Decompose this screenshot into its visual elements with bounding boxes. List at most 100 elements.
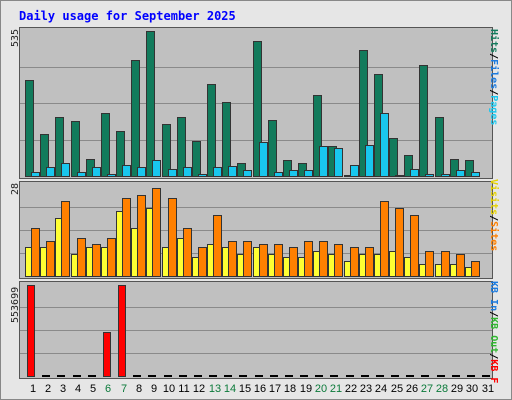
bar-hits-day-12 [192, 141, 201, 177]
bar-kb-f-day-16 [255, 375, 263, 377]
gridline [20, 307, 492, 308]
bar-hits-day-3 [55, 117, 64, 177]
bar-sites-day-29 [456, 254, 465, 277]
bar-sites-day-1 [31, 228, 40, 277]
x-tick-label-25: 25 [390, 383, 404, 395]
bar-kb-f-day-2 [42, 375, 50, 377]
bar-sites-day-7 [122, 198, 131, 277]
bar-kb-f-day-23 [361, 375, 369, 377]
legend-kb-in: KB In [488, 281, 499, 312]
bar-files-day-10 [168, 169, 177, 177]
x-tick-label-16: 16 [253, 383, 267, 395]
gridline [20, 353, 492, 354]
bar-files-day-16 [259, 142, 268, 177]
bar-kb-f-day-31 [482, 375, 490, 377]
bar-sites-day-25 [395, 208, 404, 277]
bar-kb-f-day-24 [376, 375, 384, 377]
x-tick-label-17: 17 [268, 383, 282, 395]
bar-hits-day-9 [146, 31, 155, 177]
x-tick-label-21: 21 [329, 383, 343, 395]
bar-kb-f-day-21 [330, 375, 338, 377]
bar-files-day-23 [365, 145, 374, 177]
bar-hits-day-23 [359, 50, 368, 177]
bar-hits-day-17 [268, 120, 277, 177]
x-tick-label-7: 7 [120, 383, 128, 395]
bar-files-day-29 [456, 170, 465, 177]
bar-files-day-15 [243, 170, 252, 177]
bar-kb-f-day-11 [179, 375, 187, 377]
bar-sites-day-26 [410, 215, 419, 277]
legend-visits: Visits [488, 179, 499, 216]
bar-sites-day-5 [92, 244, 101, 277]
x-tick-label-11: 11 [178, 383, 190, 395]
bar-kb-f-day-14 [224, 375, 232, 377]
bar-hits-day-2 [40, 134, 49, 177]
sites-y-max-label: 28 [10, 182, 21, 195]
legend-pages: Pages [488, 95, 499, 126]
bar-kb-f-day-9 [148, 375, 156, 377]
x-tick-label-1: 1 [29, 383, 37, 395]
bar-sites-day-13 [213, 215, 222, 277]
bar-kb-f-day-25 [391, 375, 399, 377]
x-tick-label-18: 18 [283, 383, 297, 395]
bar-hits-day-27 [419, 65, 428, 177]
bar-hits-day-4 [71, 121, 80, 177]
bar-kb-f-day-13 [209, 375, 217, 377]
bar-kb-f-day-19 [300, 375, 308, 377]
bar-kb-f-day-20 [315, 375, 323, 377]
bar-files-day-19 [304, 170, 313, 177]
bar-files-day-22 [350, 165, 359, 177]
bar-files-day-21 [334, 148, 343, 177]
bar-files-day-1 [31, 172, 40, 177]
bar-hits-day-6 [101, 113, 110, 177]
gridline [20, 330, 492, 331]
bar-kb-f-day-5 [88, 375, 96, 377]
bar-hits-day-18 [283, 160, 292, 177]
x-tick-label-13: 13 [208, 383, 222, 395]
bar-files-day-6 [107, 174, 116, 177]
bar-sites-day-14 [228, 241, 237, 277]
x-tick-label-26: 26 [405, 383, 419, 395]
bar-hits-day-26 [404, 155, 413, 177]
bar-kb-f-day-18 [285, 375, 293, 377]
bar-hits-day-28 [435, 117, 444, 177]
bar-sites-day-16 [259, 244, 268, 277]
bar-sites-day-20 [319, 241, 328, 277]
bar-files-day-20 [319, 146, 328, 177]
bar-kb-f-day-27 [421, 375, 429, 377]
bar-hits-day-11 [177, 117, 186, 177]
x-tick-label-24: 24 [374, 383, 388, 395]
bar-sites-day-9 [152, 188, 161, 277]
legend-hits: Hits [488, 29, 499, 54]
bar-files-day-7 [122, 165, 131, 177]
bar-sites-day-11 [183, 228, 192, 277]
bar-files-day-8 [137, 167, 146, 177]
x-tick-label-6: 6 [104, 383, 112, 395]
x-tick-label-15: 15 [238, 383, 252, 395]
x-tick-label-19: 19 [299, 383, 313, 395]
x-tick-label-14: 14 [223, 383, 237, 395]
bar-files-day-14 [228, 166, 237, 177]
bar-hits-day-25 [389, 138, 398, 177]
x-tick-label-3: 3 [59, 383, 67, 395]
hits-files-panel [19, 27, 493, 179]
x-tick-label-23: 23 [359, 383, 373, 395]
bar-kb-f-day-28 [437, 375, 445, 377]
hits-legend: Hits/Files/Pages [488, 29, 499, 126]
x-tick-label-20: 20 [314, 383, 328, 395]
bar-kb-f-day-4 [73, 375, 81, 377]
bar-files-day-25 [395, 175, 404, 177]
bar-kb-f-day-30 [467, 375, 475, 377]
bar-hits-day-16 [253, 41, 262, 177]
x-tick-label-27: 27 [420, 383, 434, 395]
bar-files-day-11 [183, 167, 192, 177]
bar-files-day-12 [198, 174, 207, 177]
bar-sites-day-18 [289, 247, 298, 277]
x-tick-label-10: 10 [162, 383, 176, 395]
bar-files-day-2 [46, 167, 55, 177]
bar-sites-day-30 [471, 261, 480, 277]
bar-kb-f-day-29 [452, 375, 460, 377]
bar-kb-f-day-22 [346, 375, 354, 377]
bar-files-day-18 [289, 170, 298, 177]
bar-sites-day-2 [46, 241, 55, 277]
